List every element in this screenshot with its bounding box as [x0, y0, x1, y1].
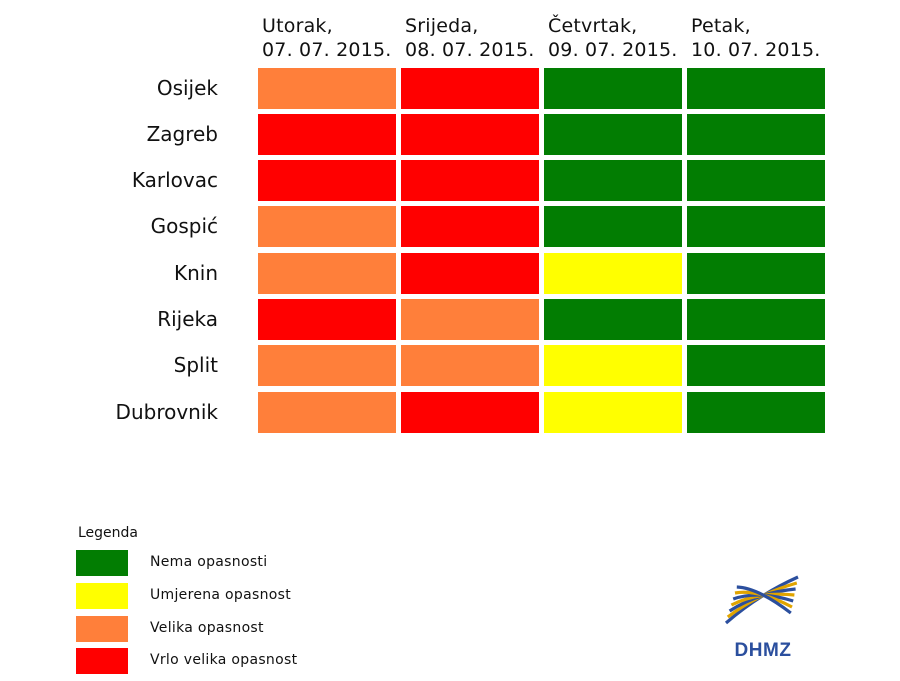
row-label: Gospić — [150, 214, 218, 238]
heatmap-cell — [544, 114, 682, 155]
heatmap-cell — [258, 114, 396, 155]
legend-label: Umjerena opasnost — [150, 587, 291, 603]
heatmap-cell — [401, 345, 539, 386]
legend-swatch — [76, 616, 128, 642]
row-label: Zagreb — [146, 122, 218, 146]
column-header-day: Srijeda, — [405, 15, 479, 37]
heatmap-cell — [687, 345, 825, 386]
legend-swatch — [76, 583, 128, 609]
heatmap-cell — [687, 299, 825, 340]
row-label: Knin — [173, 261, 218, 285]
legend-label: Nema opasnosti — [150, 554, 268, 570]
column-header: Utorak, 07. 07. 2015. — [262, 14, 392, 62]
row-label: Rijeka — [157, 307, 218, 331]
heatmap-cell — [544, 68, 682, 109]
heatmap-cell — [544, 392, 682, 433]
heatmap-cell — [687, 253, 825, 294]
column-header-day: Četvrtak, — [548, 15, 638, 37]
legend-title: Legenda — [78, 525, 139, 541]
column-header-date: 09. 07. 2015. — [548, 39, 678, 61]
column-header: Četvrtak, 09. 07. 2015. — [548, 14, 678, 62]
heatmap-cell — [401, 160, 539, 201]
column-header-day: Utorak, — [262, 15, 333, 37]
heatmap-cell — [258, 392, 396, 433]
logo-text: DHMZ — [735, 640, 792, 660]
heatmap-cell — [687, 206, 825, 247]
heatmap-cell — [544, 253, 682, 294]
heatmap-cell — [401, 253, 539, 294]
heatmap-cell — [544, 206, 682, 247]
dhmz-logo: DHMZ — [718, 565, 808, 661]
legend-label: Velika opasnost — [150, 620, 264, 636]
heatmap-cell — [401, 114, 539, 155]
row-label: Split — [173, 353, 218, 377]
column-header-date: 10. 07. 2015. — [691, 39, 821, 61]
legend-swatch — [76, 648, 128, 674]
heatmap-cell — [687, 68, 825, 109]
column-header-date: 07. 07. 2015. — [262, 39, 392, 61]
heatmap-cell — [401, 68, 539, 109]
heatmap-cell — [258, 299, 396, 340]
legend-swatch — [76, 550, 128, 576]
column-header-day: Petak, — [691, 15, 751, 37]
heatmap-cell — [687, 392, 825, 433]
heatmap-cell — [258, 253, 396, 294]
heatmap-cell — [258, 68, 396, 109]
heatmap-cell — [687, 114, 825, 155]
heatmap-cell — [687, 160, 825, 201]
column-header-date: 08. 07. 2015. — [405, 39, 535, 61]
heatmap-cell — [258, 206, 396, 247]
row-label: Dubrovnik — [115, 400, 218, 424]
row-label: Osijek — [156, 76, 218, 100]
heatmap-cell — [401, 392, 539, 433]
row-label: Karlovac — [131, 168, 218, 192]
heatmap-cell — [401, 299, 539, 340]
heatmap-cell — [258, 160, 396, 201]
column-header: Petak, 10. 07. 2015. — [691, 14, 821, 62]
heatmap-cell — [401, 206, 539, 247]
heatmap-cell — [544, 345, 682, 386]
heatmap-cell — [544, 299, 682, 340]
logo-swirl-stroke — [736, 585, 792, 615]
legend-label: Vrlo velika opasnost — [150, 652, 298, 668]
column-header: Srijeda, 08. 07. 2015. — [405, 14, 535, 62]
heatmap-cell — [544, 160, 682, 201]
heatmap-cell — [258, 345, 396, 386]
